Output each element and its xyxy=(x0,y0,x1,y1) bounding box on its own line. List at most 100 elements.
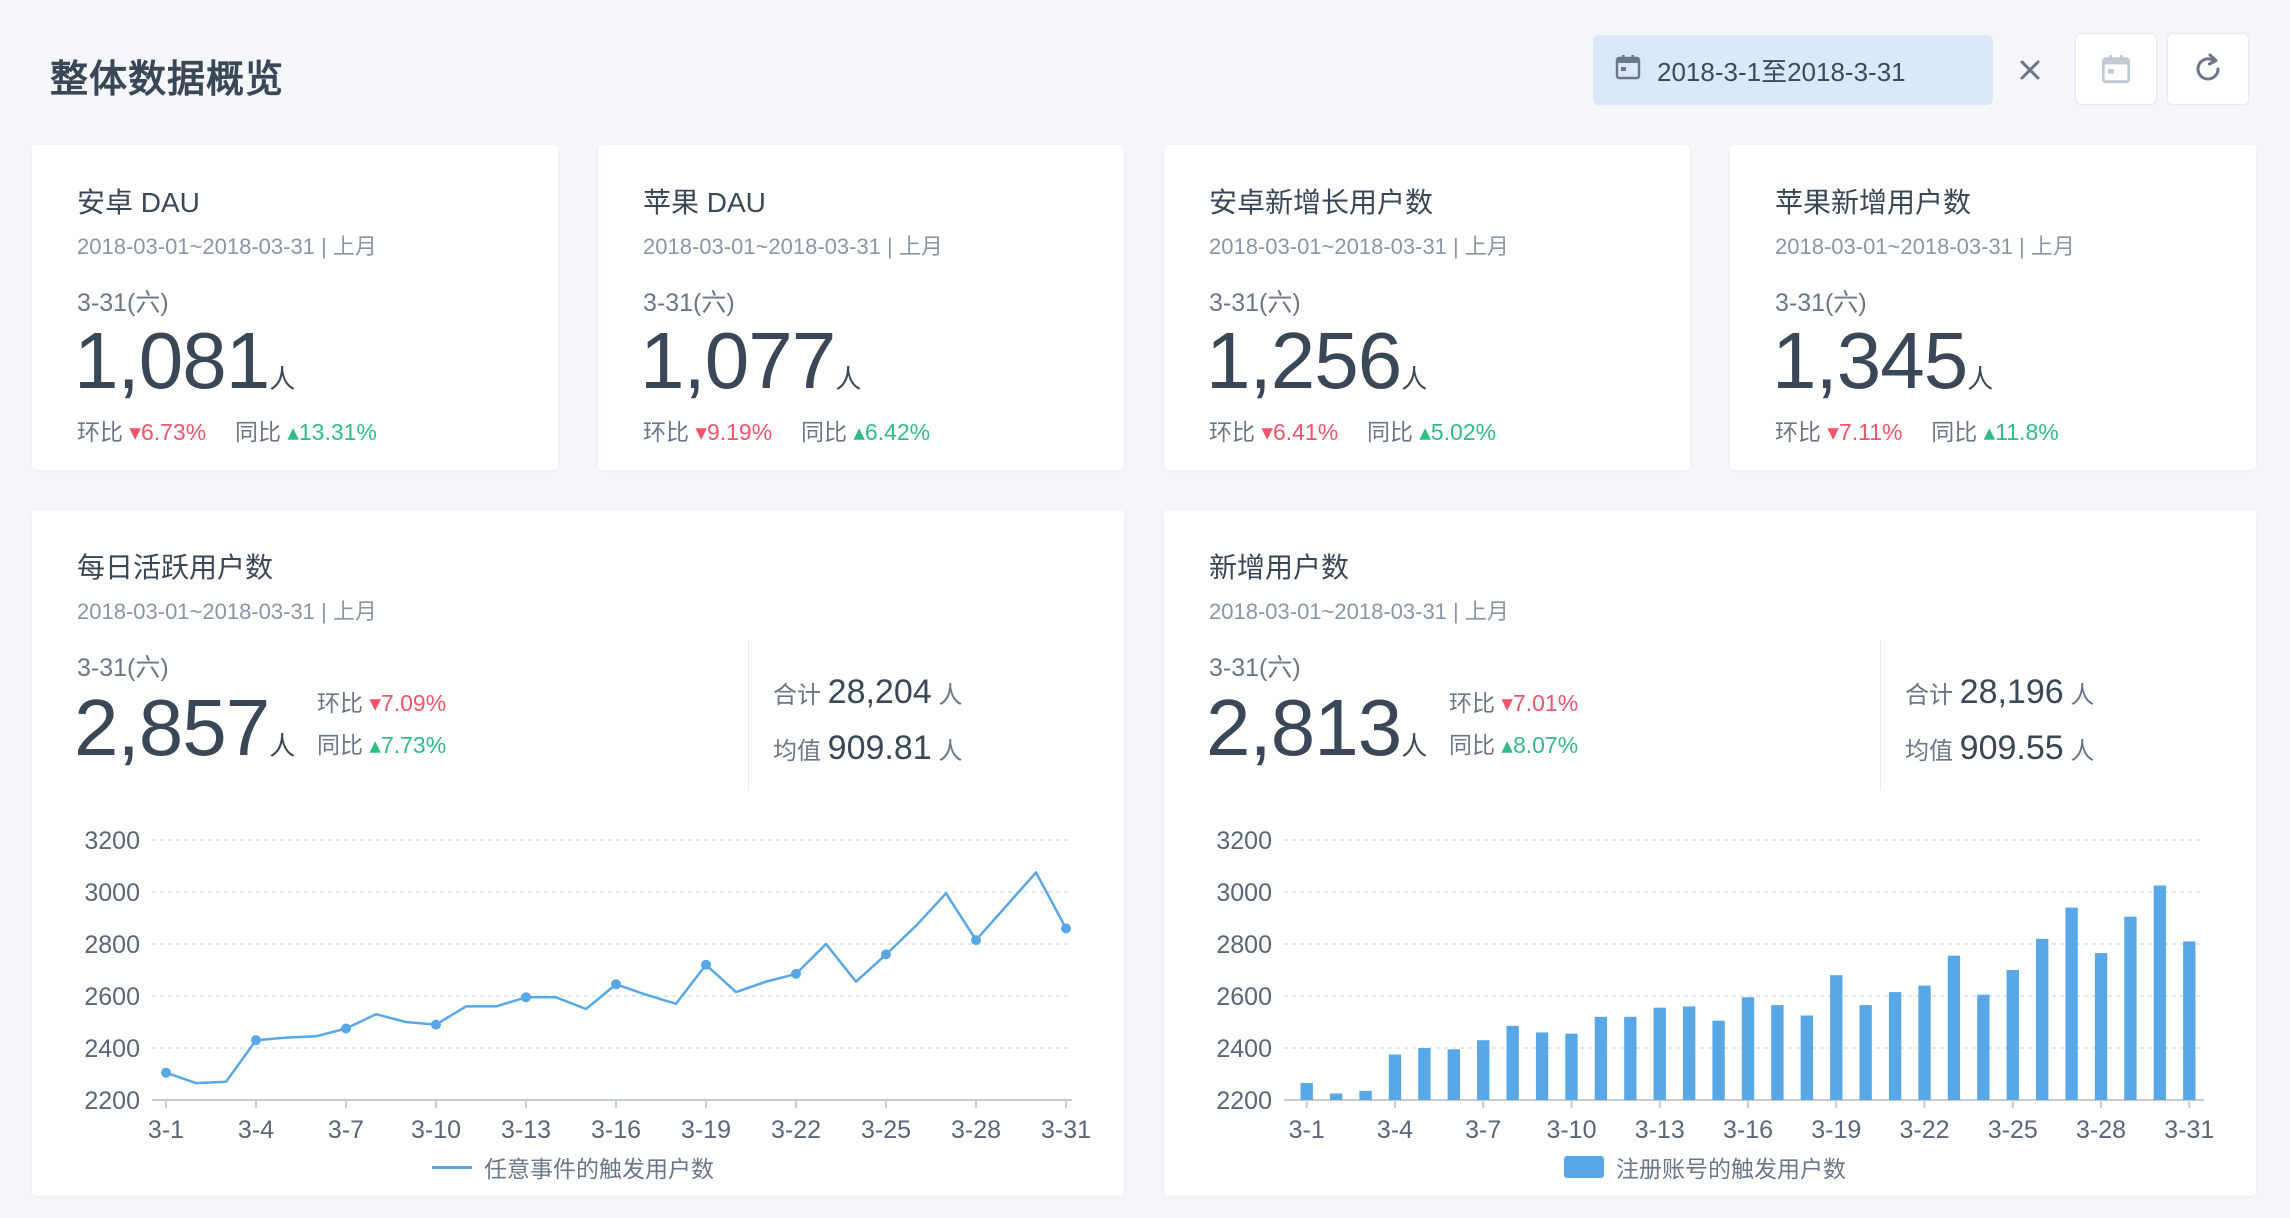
date-range-picker[interactable]: 2018-3-1至2018-3-31 xyxy=(1593,35,1993,105)
close-icon xyxy=(2020,60,2040,80)
bar xyxy=(1624,1016,1637,1100)
calendar-button[interactable] xyxy=(2075,33,2157,105)
bar xyxy=(1594,1016,1608,1100)
x-tick-label: 3-13 xyxy=(1635,1116,1685,1144)
bar xyxy=(1565,1033,1578,1100)
data-point xyxy=(701,959,711,970)
big-value: 2,857人 xyxy=(74,683,296,772)
x-tick-label: 3-22 xyxy=(771,1116,821,1144)
bar xyxy=(1712,1020,1725,1100)
bar xyxy=(1535,1032,1549,1100)
y-tick-label: 2600 xyxy=(84,983,140,1011)
bar xyxy=(1653,1007,1666,1100)
kpi-card: 苹果新增用户数 2018-03-01~2018-03-31 | 上月 3-31(… xyxy=(1730,145,2256,470)
big-value: 2,813人 xyxy=(1206,683,1428,772)
data-point xyxy=(971,935,981,946)
big-value: 1,077人 xyxy=(640,316,862,405)
card-subtitle: 2018-03-01~2018-03-31 | 上月 xyxy=(77,234,377,259)
bar xyxy=(1418,1048,1431,1100)
bar xyxy=(1947,955,1961,1100)
chart-card-new-users: 新增用户数 2018-03-01~2018-03-31 | 上月 3-31(六)… xyxy=(1164,510,2256,1196)
chart-legend[interactable]: 任意事件的触发用户数 xyxy=(432,1150,714,1184)
bar xyxy=(1830,975,1843,1100)
bar xyxy=(1741,997,1755,1100)
bar xyxy=(1447,1049,1460,1100)
bar xyxy=(2036,938,2049,1100)
y-tick-label: 2200 xyxy=(84,1087,140,1115)
card-date: 3-31(六) xyxy=(1209,289,1301,317)
data-point xyxy=(161,1067,171,1078)
y-tick-label: 2400 xyxy=(84,1035,140,1063)
bar xyxy=(1359,1090,1372,1100)
bar-chart: 2200 2400 2600 2800 3000 3200 3-1 3-4 3-7 3-10 3-1… xyxy=(1216,827,2214,1144)
chart-card-dau: 每日活跃用户数 2018-03-01~2018-03-31 | 上月 3-31(… xyxy=(32,510,1124,1196)
card-title: 安卓新增长用户数 xyxy=(1209,187,1434,218)
data-point xyxy=(521,992,531,1003)
y-tick-label: 2800 xyxy=(84,931,140,959)
x-tick-label: 3-16 xyxy=(1723,1116,1773,1144)
card-subtitle: 2018-03-01~2018-03-31 | 上月 xyxy=(1209,599,1509,624)
bar xyxy=(2124,916,2137,1100)
legend-label: 注册账号的触发用户数 xyxy=(1616,1156,1846,1182)
y-tick-label: 2200 xyxy=(1216,1087,1272,1115)
data-point xyxy=(251,1035,261,1046)
legend-swatch xyxy=(432,1165,472,1169)
card-title: 每日活跃用户数 xyxy=(77,552,274,583)
card-title: 苹果 DAU xyxy=(643,187,766,218)
page-title: 整体数据概览 xyxy=(50,59,285,101)
totals-block: 合计 28,196 人 均值 909.55 人 xyxy=(1905,673,2095,767)
card-subtitle: 2018-03-01~2018-03-31 | 上月 xyxy=(1775,234,2075,259)
bar xyxy=(1800,1015,1814,1100)
bar xyxy=(1771,1005,1784,1100)
data-point xyxy=(1061,923,1071,934)
clear-date-button[interactable] xyxy=(2010,35,2050,105)
compare-row: 环比 ▾7.11% 同比 ▴11.8% xyxy=(1775,419,2059,445)
x-tick-label: 3-25 xyxy=(1988,1116,2038,1144)
refresh-icon xyxy=(2196,53,2220,81)
calendar-icon xyxy=(1615,54,1641,87)
date-range-text: 2018-3-1至2018-3-31 xyxy=(1657,56,1906,87)
bar xyxy=(1506,1025,1519,1100)
x-tick-label: 3-31 xyxy=(1041,1116,1091,1144)
x-tick-label: 3-28 xyxy=(951,1116,1001,1144)
data-point xyxy=(611,979,621,990)
totals-block: 合计 28,204 人 均值 909.81 人 xyxy=(773,673,963,767)
divider xyxy=(748,640,749,790)
y-tick-label: 2600 xyxy=(1216,983,1272,1011)
x-tick-label: 3-25 xyxy=(861,1116,911,1144)
x-tick-label: 3-4 xyxy=(1377,1116,1413,1144)
card-date: 3-31(六) xyxy=(77,654,169,682)
line-chart: 2200 2400 2600 2800 3000 3200 3-1 3-4 3-7 3-10 3-1… xyxy=(84,827,1091,1144)
legend-label: 任意事件的触发用户数 xyxy=(484,1156,714,1182)
bar xyxy=(1477,1040,1490,1100)
chart-legend[interactable]: 注册账号的触发用户数 xyxy=(1564,1150,1846,1184)
bar xyxy=(2183,941,2196,1100)
bar xyxy=(2065,907,2078,1100)
data-point xyxy=(791,968,801,979)
bar xyxy=(1918,985,1931,1100)
bar xyxy=(1300,1083,1313,1100)
data-point xyxy=(881,949,891,960)
card-title: 安卓 DAU xyxy=(77,187,200,218)
y-tick-label: 3000 xyxy=(1216,879,1272,907)
x-tick-label: 3-7 xyxy=(1465,1116,1501,1144)
divider xyxy=(1880,640,1881,790)
kpi-card: 安卓 DAU 2018-03-01~2018-03-31 | 上月 3-31(六… xyxy=(32,145,558,470)
x-tick-label: 3-19 xyxy=(1811,1116,1861,1144)
kpi-card: 安卓新增长用户数 2018-03-01~2018-03-31 | 上月 3-31… xyxy=(1164,145,1690,470)
x-tick-label: 3-1 xyxy=(148,1116,184,1144)
x-tick-label: 3-28 xyxy=(2076,1116,2126,1144)
bar xyxy=(1329,1093,1343,1100)
bar xyxy=(1888,992,1902,1100)
card-date: 3-31(六) xyxy=(643,289,735,317)
refresh-button[interactable] xyxy=(2167,33,2249,105)
big-value: 1,256人 xyxy=(1206,316,1428,405)
x-tick-label: 3-7 xyxy=(328,1116,364,1144)
bar xyxy=(1388,1054,1402,1100)
compare-block: 环比 ▾7.09% 同比 ▴7.73% xyxy=(317,690,447,758)
x-tick-label: 3-10 xyxy=(1546,1116,1596,1144)
y-tick-label: 2800 xyxy=(1216,931,1272,959)
bar xyxy=(1682,1006,1696,1100)
data-point xyxy=(431,1019,441,1030)
card-date: 3-31(六) xyxy=(1775,289,1867,317)
